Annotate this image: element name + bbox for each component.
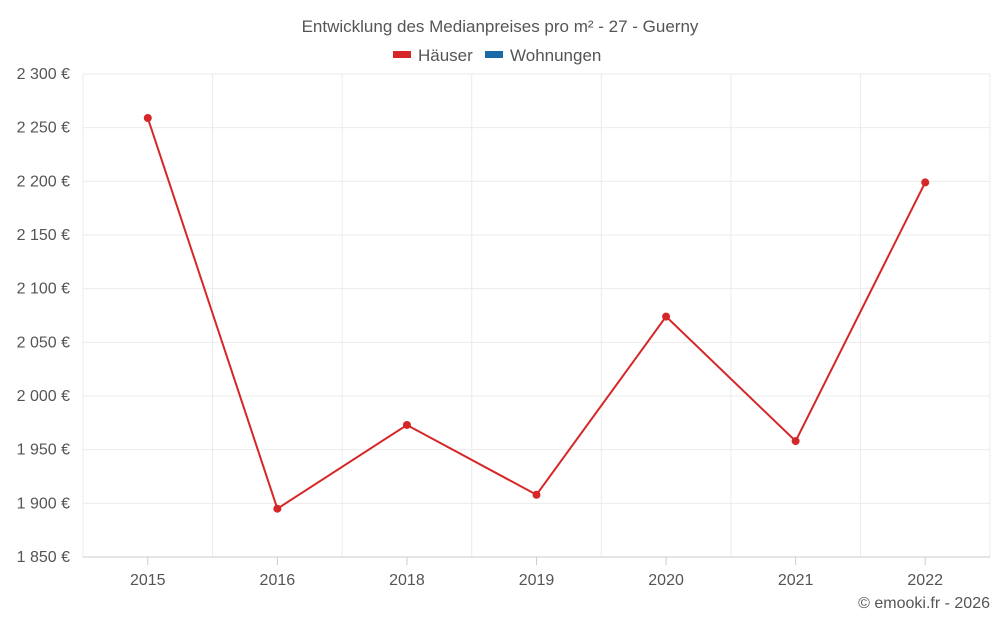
legend-swatch-haeuser bbox=[393, 51, 411, 58]
x-tick-label: 2020 bbox=[648, 572, 684, 589]
legend-label-wohnungen: Wohnungen bbox=[510, 46, 601, 65]
legend: Häuser Wohnungen bbox=[393, 46, 601, 65]
x-tick-label: 2018 bbox=[389, 572, 425, 589]
credit-text: © emooki.fr - 2026 bbox=[858, 595, 990, 612]
x-axis-ticks: 2015 2016 2018 2019 2020 2021 2022 bbox=[130, 557, 943, 589]
legend-label-haeuser: Häuser bbox=[418, 46, 473, 65]
x-tick-label: 2019 bbox=[519, 572, 555, 589]
x-tick-label: 2015 bbox=[130, 572, 166, 589]
series-layer bbox=[143, 114, 930, 513]
y-tick-label: 2 050 € bbox=[17, 334, 70, 351]
y-axis-ticks: 1 850 € 1 900 € 1 950 € 2 000 € 2 050 € 2 100… bbox=[17, 66, 70, 566]
chart-title: Entwicklung des Medianpreises pro m² - 2… bbox=[302, 17, 699, 36]
x-tick-label: 2022 bbox=[907, 572, 943, 589]
y-tick-label: 1 900 € bbox=[17, 495, 70, 512]
data-point[interactable] bbox=[532, 490, 541, 499]
x-tick-label: 2021 bbox=[778, 572, 814, 589]
data-point[interactable] bbox=[791, 437, 800, 446]
y-tick-label: 2 300 € bbox=[17, 66, 70, 83]
data-point[interactable] bbox=[143, 114, 152, 123]
y-tick-label: 1 850 € bbox=[17, 549, 70, 566]
data-point[interactable] bbox=[662, 312, 671, 321]
y-tick-label: 2 000 € bbox=[17, 388, 70, 405]
y-tick-label: 2 100 € bbox=[17, 281, 70, 298]
y-tick-label: 2 250 € bbox=[17, 120, 70, 137]
y-tick-label: 2 200 € bbox=[17, 173, 70, 190]
data-point[interactable] bbox=[273, 504, 282, 513]
x-tick-label: 2016 bbox=[260, 572, 296, 589]
data-point[interactable] bbox=[921, 178, 930, 187]
y-tick-label: 1 950 € bbox=[17, 442, 70, 459]
y-tick-label: 2 150 € bbox=[17, 227, 70, 244]
legend-swatch-wohnungen bbox=[485, 51, 503, 58]
data-point[interactable] bbox=[402, 420, 411, 429]
gridlines bbox=[82, 73, 991, 557]
